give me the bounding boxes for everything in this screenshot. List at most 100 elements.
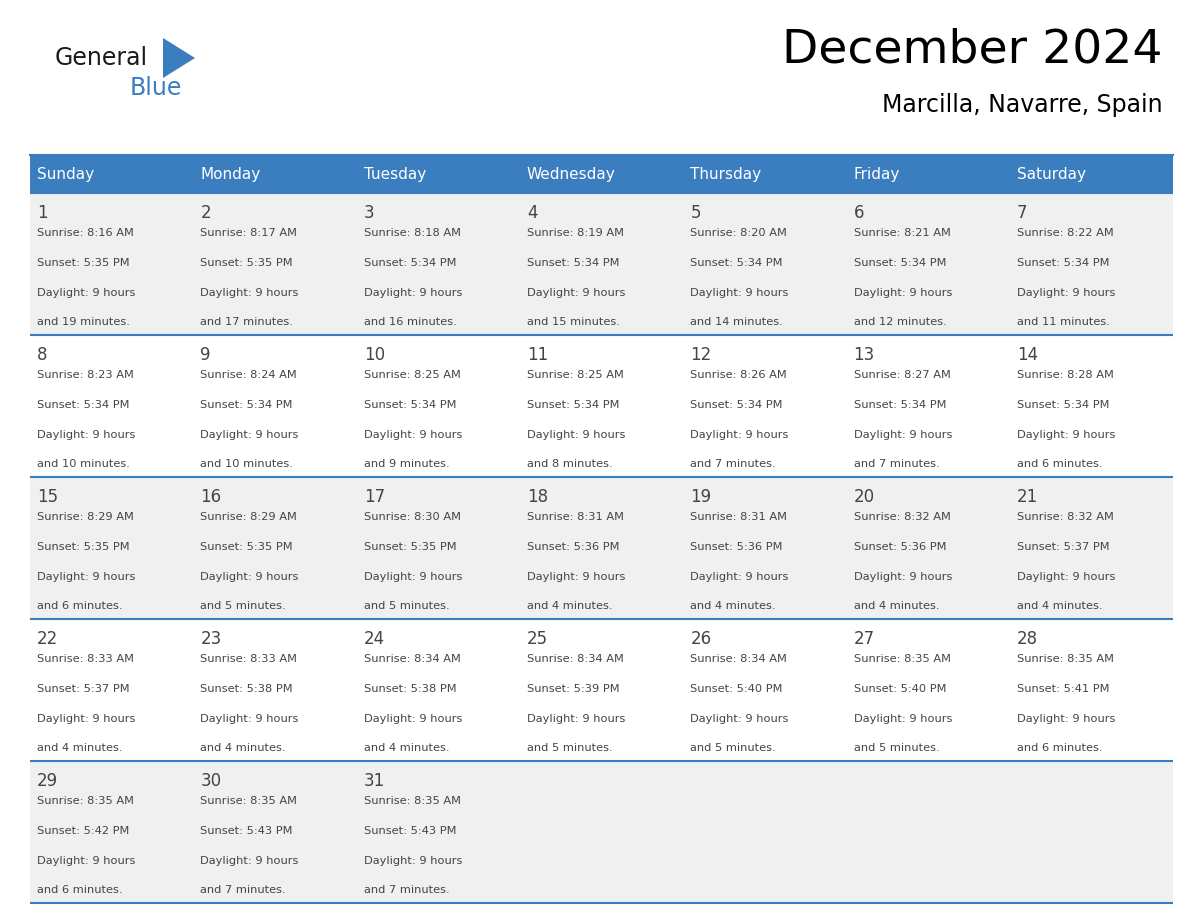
Text: and 9 minutes.: and 9 minutes. — [364, 459, 449, 469]
Text: Sunrise: 8:24 AM: Sunrise: 8:24 AM — [201, 370, 297, 380]
Text: 24: 24 — [364, 630, 385, 648]
Text: Thursday: Thursday — [690, 166, 762, 182]
Text: 7: 7 — [1017, 204, 1028, 222]
Text: Daylight: 9 hours: Daylight: 9 hours — [527, 572, 625, 581]
Text: 12: 12 — [690, 346, 712, 364]
Text: Daylight: 9 hours: Daylight: 9 hours — [201, 713, 299, 723]
Text: and 5 minutes.: and 5 minutes. — [201, 601, 286, 611]
Text: 15: 15 — [37, 488, 58, 506]
Text: Sunset: 5:36 PM: Sunset: 5:36 PM — [853, 542, 946, 552]
Text: Sunrise: 8:31 AM: Sunrise: 8:31 AM — [690, 512, 788, 522]
Text: Sunrise: 8:35 AM: Sunrise: 8:35 AM — [364, 796, 461, 806]
Text: Sunset: 5:34 PM: Sunset: 5:34 PM — [37, 399, 129, 409]
Text: Sunset: 5:34 PM: Sunset: 5:34 PM — [690, 399, 783, 409]
Text: and 5 minutes.: and 5 minutes. — [364, 601, 449, 611]
Text: 17: 17 — [364, 488, 385, 506]
Text: Sunset: 5:34 PM: Sunset: 5:34 PM — [527, 399, 619, 409]
Bar — [194, 155, 356, 193]
Text: Marcilla, Navarre, Spain: Marcilla, Navarre, Spain — [883, 93, 1163, 117]
Text: Sunrise: 8:25 AM: Sunrise: 8:25 AM — [527, 370, 624, 380]
Text: Daylight: 9 hours: Daylight: 9 hours — [853, 572, 952, 581]
Text: Daylight: 9 hours: Daylight: 9 hours — [37, 572, 135, 581]
Text: Sunrise: 8:27 AM: Sunrise: 8:27 AM — [853, 370, 950, 380]
Text: Daylight: 9 hours: Daylight: 9 hours — [364, 430, 462, 440]
Text: and 4 minutes.: and 4 minutes. — [364, 744, 449, 754]
Text: Sunset: 5:34 PM: Sunset: 5:34 PM — [853, 399, 946, 409]
Text: Sunrise: 8:22 AM: Sunrise: 8:22 AM — [1017, 228, 1113, 238]
Text: Friday: Friday — [853, 166, 901, 182]
Text: Sunset: 5:43 PM: Sunset: 5:43 PM — [201, 825, 293, 835]
Text: Sunday: Sunday — [37, 166, 94, 182]
Text: Daylight: 9 hours: Daylight: 9 hours — [690, 713, 789, 723]
Text: Sunset: 5:38 PM: Sunset: 5:38 PM — [201, 684, 293, 694]
Text: Sunrise: 8:18 AM: Sunrise: 8:18 AM — [364, 228, 461, 238]
Text: 9: 9 — [201, 346, 211, 364]
Text: Sunrise: 8:29 AM: Sunrise: 8:29 AM — [201, 512, 297, 522]
Text: 6: 6 — [853, 204, 864, 222]
Text: 25: 25 — [527, 630, 548, 648]
Text: 3: 3 — [364, 204, 374, 222]
Text: 13: 13 — [853, 346, 874, 364]
Text: 18: 18 — [527, 488, 548, 506]
Bar — [1010, 155, 1173, 193]
Text: 14: 14 — [1017, 346, 1038, 364]
Bar — [30, 761, 1173, 903]
Bar — [30, 155, 194, 193]
Text: Sunset: 5:34 PM: Sunset: 5:34 PM — [201, 399, 293, 409]
Text: and 11 minutes.: and 11 minutes. — [1017, 318, 1110, 328]
Text: and 7 minutes.: and 7 minutes. — [364, 885, 449, 895]
Text: Sunset: 5:41 PM: Sunset: 5:41 PM — [1017, 684, 1110, 694]
Text: General: General — [55, 46, 148, 70]
Text: Wednesday: Wednesday — [527, 166, 615, 182]
Text: Sunrise: 8:23 AM: Sunrise: 8:23 AM — [37, 370, 134, 380]
Text: Sunrise: 8:35 AM: Sunrise: 8:35 AM — [37, 796, 134, 806]
Text: Sunset: 5:35 PM: Sunset: 5:35 PM — [364, 542, 456, 552]
Text: Daylight: 9 hours: Daylight: 9 hours — [1017, 287, 1116, 297]
Text: 27: 27 — [853, 630, 874, 648]
Text: Daylight: 9 hours: Daylight: 9 hours — [690, 287, 789, 297]
Text: Blue: Blue — [129, 76, 183, 100]
Text: Sunset: 5:35 PM: Sunset: 5:35 PM — [37, 258, 129, 268]
Text: Sunset: 5:34 PM: Sunset: 5:34 PM — [364, 399, 456, 409]
Text: Sunrise: 8:17 AM: Sunrise: 8:17 AM — [201, 228, 297, 238]
Text: Sunset: 5:35 PM: Sunset: 5:35 PM — [37, 542, 129, 552]
Bar — [30, 335, 1173, 477]
Text: Daylight: 9 hours: Daylight: 9 hours — [364, 287, 462, 297]
Text: Daylight: 9 hours: Daylight: 9 hours — [201, 287, 299, 297]
Text: and 4 minutes.: and 4 minutes. — [527, 601, 613, 611]
Text: and 4 minutes.: and 4 minutes. — [853, 601, 939, 611]
Text: Daylight: 9 hours: Daylight: 9 hours — [201, 572, 299, 581]
Text: and 5 minutes.: and 5 minutes. — [690, 744, 776, 754]
Text: Sunrise: 8:35 AM: Sunrise: 8:35 AM — [201, 796, 297, 806]
Text: Sunrise: 8:35 AM: Sunrise: 8:35 AM — [1017, 654, 1114, 664]
Text: December 2024: December 2024 — [783, 28, 1163, 73]
Text: and 4 minutes.: and 4 minutes. — [1017, 601, 1102, 611]
Text: 22: 22 — [37, 630, 58, 648]
Text: Daylight: 9 hours: Daylight: 9 hours — [37, 713, 135, 723]
Text: and 6 minutes.: and 6 minutes. — [37, 601, 122, 611]
Text: Sunset: 5:34 PM: Sunset: 5:34 PM — [527, 258, 619, 268]
Text: Monday: Monday — [201, 166, 260, 182]
Text: Daylight: 9 hours: Daylight: 9 hours — [853, 713, 952, 723]
Text: 23: 23 — [201, 630, 222, 648]
Text: and 5 minutes.: and 5 minutes. — [527, 744, 613, 754]
Text: Daylight: 9 hours: Daylight: 9 hours — [37, 287, 135, 297]
Text: 2: 2 — [201, 204, 211, 222]
Text: Sunset: 5:42 PM: Sunset: 5:42 PM — [37, 825, 129, 835]
Text: Sunrise: 8:31 AM: Sunrise: 8:31 AM — [527, 512, 624, 522]
Text: and 12 minutes.: and 12 minutes. — [853, 318, 947, 328]
Text: Daylight: 9 hours: Daylight: 9 hours — [1017, 430, 1116, 440]
Text: Daylight: 9 hours: Daylight: 9 hours — [690, 430, 789, 440]
Bar — [30, 619, 1173, 761]
Text: Daylight: 9 hours: Daylight: 9 hours — [201, 856, 299, 866]
Text: Sunset: 5:37 PM: Sunset: 5:37 PM — [37, 684, 129, 694]
Text: and 7 minutes.: and 7 minutes. — [201, 885, 286, 895]
Text: and 7 minutes.: and 7 minutes. — [853, 459, 940, 469]
Text: Tuesday: Tuesday — [364, 166, 426, 182]
Text: Sunrise: 8:26 AM: Sunrise: 8:26 AM — [690, 370, 786, 380]
Text: Sunset: 5:36 PM: Sunset: 5:36 PM — [690, 542, 783, 552]
Text: Sunset: 5:38 PM: Sunset: 5:38 PM — [364, 684, 456, 694]
Text: and 10 minutes.: and 10 minutes. — [201, 459, 293, 469]
Bar — [356, 155, 520, 193]
Text: Sunset: 5:43 PM: Sunset: 5:43 PM — [364, 825, 456, 835]
